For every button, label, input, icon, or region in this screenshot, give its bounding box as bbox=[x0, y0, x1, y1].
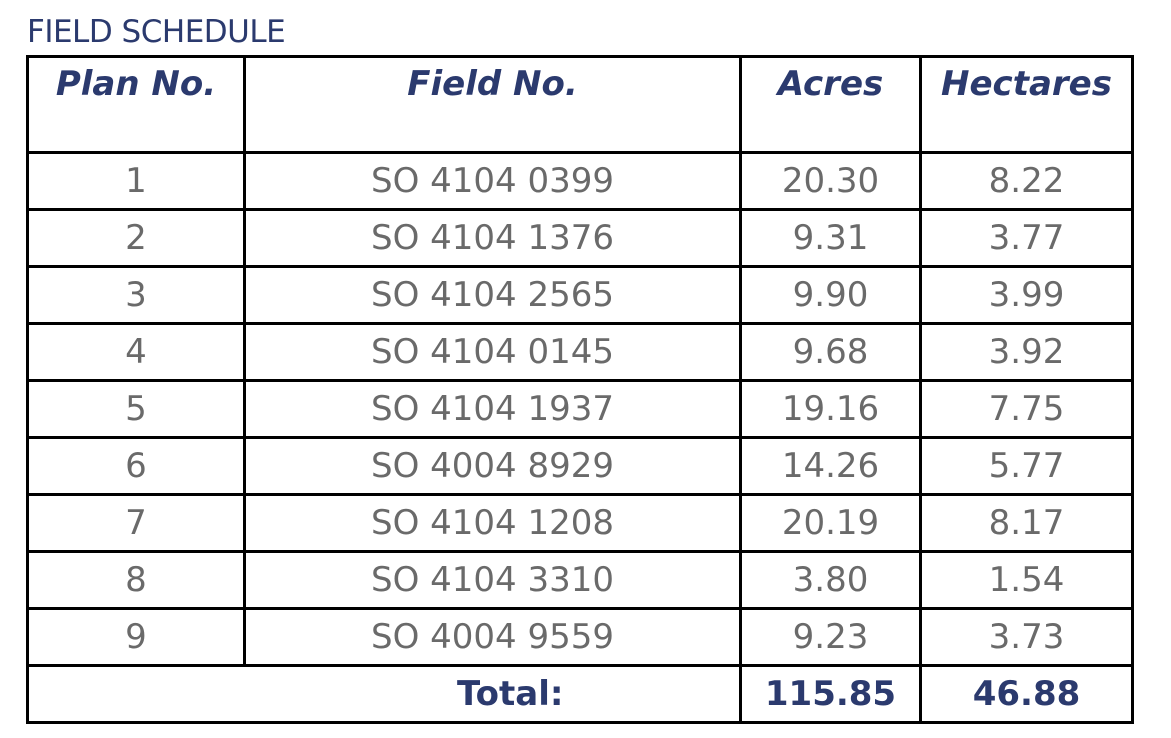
table-cell: 3 bbox=[26, 265, 246, 325]
table-cell: 7 bbox=[26, 493, 246, 553]
column-header: Plan No. bbox=[26, 55, 246, 154]
total-hectares: 46.88 bbox=[919, 664, 1134, 724]
table-cell: 3.99 bbox=[919, 265, 1134, 325]
table-cell: 9.90 bbox=[739, 265, 922, 325]
table-row: 1 SO 4104 0399 20.30 8.22 bbox=[26, 151, 1134, 211]
table-cell: 8.17 bbox=[919, 493, 1134, 553]
table-cell: 4 bbox=[26, 322, 246, 382]
table-cell: SO 4004 9559 bbox=[243, 607, 742, 667]
table-cell: 6 bbox=[26, 436, 246, 496]
table-cell: 1 bbox=[26, 151, 246, 211]
table-body: 1 SO 4104 0399 20.30 8.22 2 SO 4104 1376 9.31 3… bbox=[26, 151, 1134, 724]
table-row: 6 SO 4004 8929 14.26 5.77 bbox=[26, 436, 1134, 496]
table-cell: 5.77 bbox=[919, 436, 1134, 496]
table-cell: 8 bbox=[26, 550, 246, 610]
table-row: 8 SO 4104 3310 3.80 1.54 bbox=[26, 550, 1134, 610]
table-cell: 9.23 bbox=[739, 607, 922, 667]
title: FIELD SCHEDULE bbox=[27, 14, 286, 50]
table-cell: 9.68 bbox=[739, 322, 922, 382]
column-header: Acres bbox=[739, 55, 922, 154]
table-cell: 20.19 bbox=[739, 493, 922, 553]
table-cell: 14.26 bbox=[739, 436, 922, 496]
column-header: Hectares bbox=[919, 55, 1134, 154]
table-cell: SO 4104 1208 bbox=[243, 493, 742, 553]
table-cell: SO 4104 0399 bbox=[243, 151, 742, 211]
total-label: Total: bbox=[26, 664, 742, 724]
table-row: 7 SO 4104 1208 20.19 8.17 bbox=[26, 493, 1134, 553]
table-cell: SO 4004 8929 bbox=[243, 436, 742, 496]
column-header: Field No. bbox=[243, 55, 742, 154]
table-cell: 3.73 bbox=[919, 607, 1134, 667]
table-row: 9 SO 4004 9559 9.23 3.73 bbox=[26, 607, 1134, 667]
table-cell: SO 4104 3310 bbox=[243, 550, 742, 610]
table-cell: 3.92 bbox=[919, 322, 1134, 382]
total-acres: 115.85 bbox=[739, 664, 922, 724]
table-cell: 3.77 bbox=[919, 208, 1134, 268]
table-cell: SO 4104 1937 bbox=[243, 379, 742, 439]
table-row: 3 SO 4104 2565 9.90 3.99 bbox=[26, 265, 1134, 325]
total-row: Total: 115.85 46.88 bbox=[26, 664, 1134, 724]
table-cell: 9.31 bbox=[739, 208, 922, 268]
table-cell: SO 4104 1376 bbox=[243, 208, 742, 268]
table-cell: 20.30 bbox=[739, 151, 922, 211]
table-cell: 8.22 bbox=[919, 151, 1134, 211]
table-cell: 9 bbox=[26, 607, 246, 667]
table-cell: 1.54 bbox=[919, 550, 1134, 610]
table-cell: 7.75 bbox=[919, 379, 1134, 439]
table-cell: 3.80 bbox=[739, 550, 922, 610]
table-row: 5 SO 4104 1937 19.16 7.75 bbox=[26, 379, 1134, 439]
table-cell: SO 4104 2565 bbox=[243, 265, 742, 325]
table-cell: 5 bbox=[26, 379, 246, 439]
field-table: Plan No. Field No. Acres Hectares 1 SO 4104 … bbox=[26, 55, 1134, 724]
table-cell: SO 4104 0145 bbox=[243, 322, 742, 382]
table-cell: 2 bbox=[26, 208, 246, 268]
header-row: Plan No. Field No. Acres Hectares bbox=[26, 55, 1134, 154]
table-row: 2 SO 4104 1376 9.31 3.77 bbox=[26, 208, 1134, 268]
table-row: 4 SO 4104 0145 9.68 3.92 bbox=[26, 322, 1134, 382]
table-cell: 19.16 bbox=[739, 379, 922, 439]
